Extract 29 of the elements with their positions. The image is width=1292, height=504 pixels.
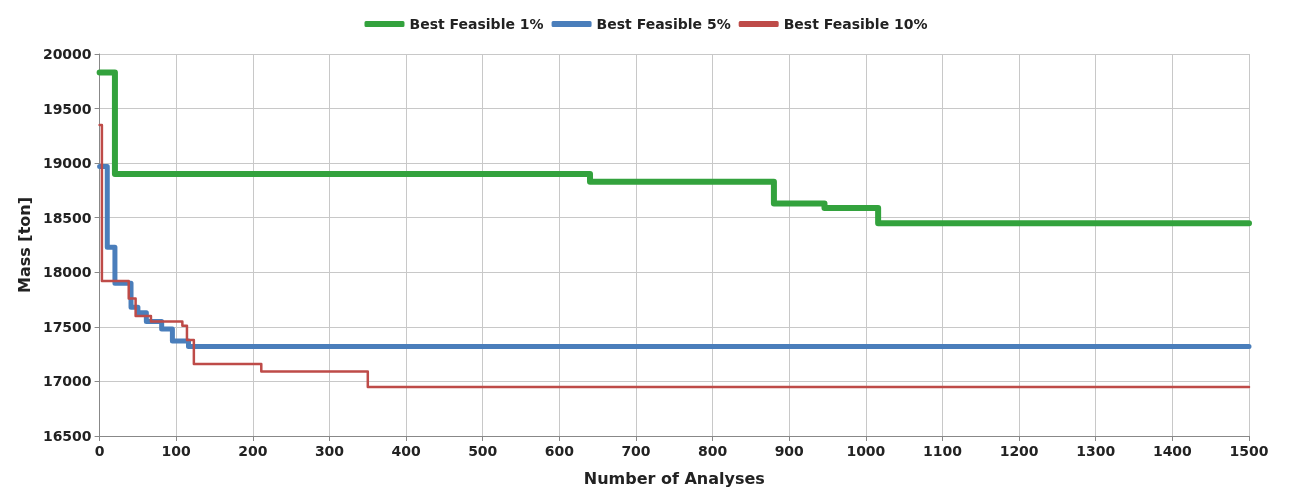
y-tick-label: 16500: [42, 428, 92, 444]
y-tick-label: 19000: [42, 155, 92, 172]
x-tick-label: 1000: [846, 443, 886, 459]
x-tick-label: 1100: [923, 443, 963, 459]
legend-label: Best Feasible 1%: [409, 16, 544, 32]
y-tick-label: 17500: [42, 318, 92, 335]
x-tick-label: 400: [391, 443, 421, 459]
x-tick-label: 100: [161, 443, 192, 459]
x-tick-label: 700: [621, 443, 651, 459]
y-axis-title: Mass [ton]: [14, 197, 34, 293]
x-tick-label: 1300: [1076, 443, 1116, 459]
legend-label: Best Feasible 10%: [783, 16, 928, 32]
x-tick-label: 1200: [999, 443, 1039, 459]
legend-label: Best Feasible 5%: [596, 16, 731, 32]
y-tick-label: 17000: [42, 373, 92, 390]
x-tick-label: 500: [468, 443, 498, 459]
y-tick-label: 18500: [42, 209, 92, 226]
x-tick-label: 600: [544, 443, 575, 459]
x-tick-label: 800: [698, 443, 728, 459]
x-tick-label: 1500: [1229, 443, 1269, 459]
y-tick-label: 19500: [42, 100, 92, 117]
x-tick-label: 0: [94, 443, 105, 459]
x-tick-label: 300: [314, 443, 345, 459]
y-tick-label: 18000: [42, 264, 92, 281]
x-tick-label: 900: [774, 443, 805, 459]
x-axis-title: Number of Analyses: [583, 468, 765, 488]
x-tick-label: 200: [238, 443, 268, 459]
x-tick-label: 1400: [1152, 443, 1193, 459]
y-tick-label: 20000: [42, 46, 92, 62]
